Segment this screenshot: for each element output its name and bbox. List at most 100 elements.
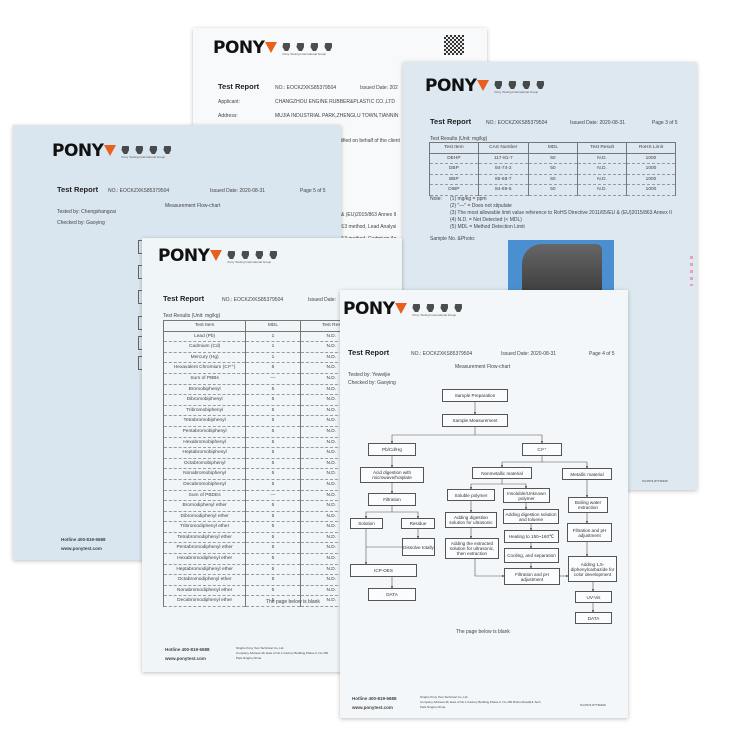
- report-number: NO.: EOCKZXKS85379504: [108, 188, 170, 194]
- table-cell: 5: [245, 437, 301, 449]
- flow-box-pb-cd-hg: Pb/Cd/Hg: [368, 443, 416, 456]
- table-row: Pentabromodiphenyl ether 5 N.D.: [162, 542, 364, 555]
- text-fragment: U & (EU)2015/863 Annex II: [336, 212, 397, 218]
- flow-box-fragment: [138, 265, 145, 279]
- phthalate-table: Test Item CAS Number MDL Test Result RoHS Li…: [429, 142, 676, 196]
- flow-box-metallic: Metallic material: [562, 468, 612, 480]
- report-title: Test Report: [348, 348, 390, 357]
- table-header-row: Test Item MDL Test Res: [162, 320, 364, 332]
- flow-box-dissolve: Dissolve totally: [402, 538, 435, 556]
- flow-box-residue: Residue: [401, 518, 435, 529]
- report-title: Test Report: [218, 82, 260, 91]
- table-cell: 5: [245, 553, 301, 565]
- table-cell: 5: [245, 574, 301, 586]
- hotline: Hotline 400-819-5688: [165, 647, 210, 652]
- qr-code-icon: [444, 35, 464, 55]
- results-label: Test Results (Unit: mg/kg): [430, 136, 488, 142]
- flow-box-fragment: [138, 240, 145, 254]
- page-number: Page 3 of 5: [652, 120, 678, 126]
- tel-text: Tel:0574-87736499: [642, 479, 668, 483]
- pony-logo: PON Y Pony Testing International Group: [343, 301, 463, 318]
- website-link[interactable]: www.ponytest.com: [165, 656, 206, 661]
- flow-title: Measurement Flow-chart: [455, 364, 511, 370]
- company-name: Ningbo Pony Test Technical Co.,Ltd.: [236, 646, 285, 650]
- address-value: MUJIA INDUSTRIAL PARK,ZHENGLU TOWN,TIANN…: [275, 113, 399, 119]
- text-fragment: 2013 method, Lead Analysi: [336, 224, 397, 230]
- table-cell: 1000: [626, 153, 676, 165]
- applicant-value: CHANGZHOU ENGINE RUBBER&PLASTIC CO.,LTD: [275, 99, 395, 105]
- flow-box-adding-extracted: Adding the extracted solution for ultras…: [445, 538, 499, 559]
- report-number: NO.: EOCKZXKS85379504: [222, 297, 284, 303]
- flow-box-boiling-water: Boiling water extraction: [568, 497, 608, 513]
- page-number: Page 5 of 5: [300, 188, 326, 194]
- table-cell: RoHS Limit: [626, 142, 676, 154]
- table-cell: 1000: [626, 184, 676, 196]
- page-number: Page 4 of 5: [589, 351, 615, 357]
- flow-box-acid-digestion: Acid digestion with microwave/hotplate: [360, 467, 424, 483]
- report-number: NO.: EOCKZXKS85379504: [275, 85, 337, 91]
- note-item: (1) mg/kg = ppm: [450, 196, 487, 202]
- table-row: Heptabromodiphenyl ether 5 N.D.: [162, 564, 364, 576]
- pink-stamp-mark: [690, 256, 693, 286]
- address-label: Address:: [218, 113, 238, 119]
- flow-box-cr6: Cr⁶⁺: [522, 443, 562, 456]
- tested-by: Tested by: Yeweijie: [348, 372, 391, 378]
- table-cell: 5: [245, 415, 301, 427]
- company-address: Park,Ningbo,China: [420, 705, 446, 709]
- table-cell: 5: [245, 511, 301, 523]
- table-cell: 5: [245, 384, 301, 396]
- flow-box-solution: Solution: [350, 518, 383, 529]
- table-cell: 1: [245, 352, 301, 364]
- note-label: Note:: [430, 196, 442, 202]
- table-row: DBP 84-74-2 50 N.D. 1000: [429, 163, 676, 175]
- table-cell: 5: [245, 426, 301, 438]
- tel-text: Tel:0574-87736499: [580, 703, 606, 707]
- table-cell: 5: [245, 447, 301, 459]
- table-cell: 5: [245, 542, 301, 555]
- website-link[interactable]: www.ponytest.com: [352, 705, 393, 710]
- flow-box-adding-digestion: Adding digestion solution for ultrasonic: [445, 512, 497, 528]
- table-row: Tetrabromodiphenyl ether 5 N.D.: [162, 532, 364, 544]
- table-cell: 5: [245, 532, 301, 544]
- sample-label: Sample No. &Photo:: [430, 236, 476, 242]
- company-address: Park,Ningbo,China: [236, 656, 262, 660]
- flow-box-filtration-ph-metallic: Filtration and pH adjustment: [567, 523, 612, 542]
- table-cell: 5: [245, 468, 301, 480]
- table-row: Hexabromodiphenyl ether 5 N.D.: [162, 553, 364, 565]
- issued-date: Issued Date: 2020-08-31: [210, 188, 266, 194]
- report-title: Test Report: [430, 117, 472, 126]
- website-link[interactable]: www.ponytest.com: [61, 546, 102, 551]
- table-cell: MDL: [245, 320, 301, 332]
- issued-date: Issued Date: 202: [360, 85, 398, 91]
- table-row: Heptabromobiphenyl 5 N.D.: [162, 447, 364, 459]
- table-cell: 50: [527, 153, 579, 165]
- flow-box-cooling: Cooling, and separation: [504, 548, 559, 563]
- issued-date: Issued Date:: [308, 297, 337, 303]
- table-row: Hexavalent Chromium (Cr⁶⁺) 8 N.D.: [162, 362, 364, 374]
- table-cell: 5: [245, 394, 301, 406]
- note-item: (2) "—" = Does not stipulate: [450, 203, 512, 209]
- flow-box-data-left: DATA: [368, 588, 416, 601]
- flow-box-filtration: Filtration: [368, 493, 416, 506]
- flow-box-fragment: [138, 316, 145, 330]
- table-cell: MDL: [527, 142, 579, 154]
- flow-box-insoluble-polymer: Insoluble/Unknown polymer: [503, 488, 550, 503]
- table-cell: 5: [245, 500, 301, 512]
- table-row: Tribromobiphenyl 5 N.D.: [162, 405, 364, 417]
- note-item: (4) N.D. = Not Detected (< MDL): [450, 217, 522, 223]
- hotline: Hotline 400-819-5688: [352, 696, 397, 701]
- table-cell: 5: [245, 405, 301, 417]
- flow-box-diphenylcarbazide: Adding 1,5-diphenylcarbazide for color d…: [568, 556, 617, 582]
- table-row: BBP 85-68-7 50 N.D. 1000: [429, 174, 676, 186]
- checked-by: Checked by: Gaoying: [348, 380, 396, 386]
- tested-by: Tested by: Chengshangzai: [57, 209, 116, 215]
- table-cell: —: [245, 490, 301, 502]
- flow-box-fragment: [138, 290, 145, 304]
- table-cell: 8: [245, 362, 301, 374]
- table-row: Decabromobiphenyl 5 N.D.: [162, 479, 364, 491]
- table-cell: 1: [245, 341, 301, 353]
- sample-photo: [508, 240, 614, 294]
- pony-logo: PON Y Pony Testing International Group: [425, 78, 545, 95]
- results-label: Test Results (Unit: mg/kg): [163, 313, 221, 319]
